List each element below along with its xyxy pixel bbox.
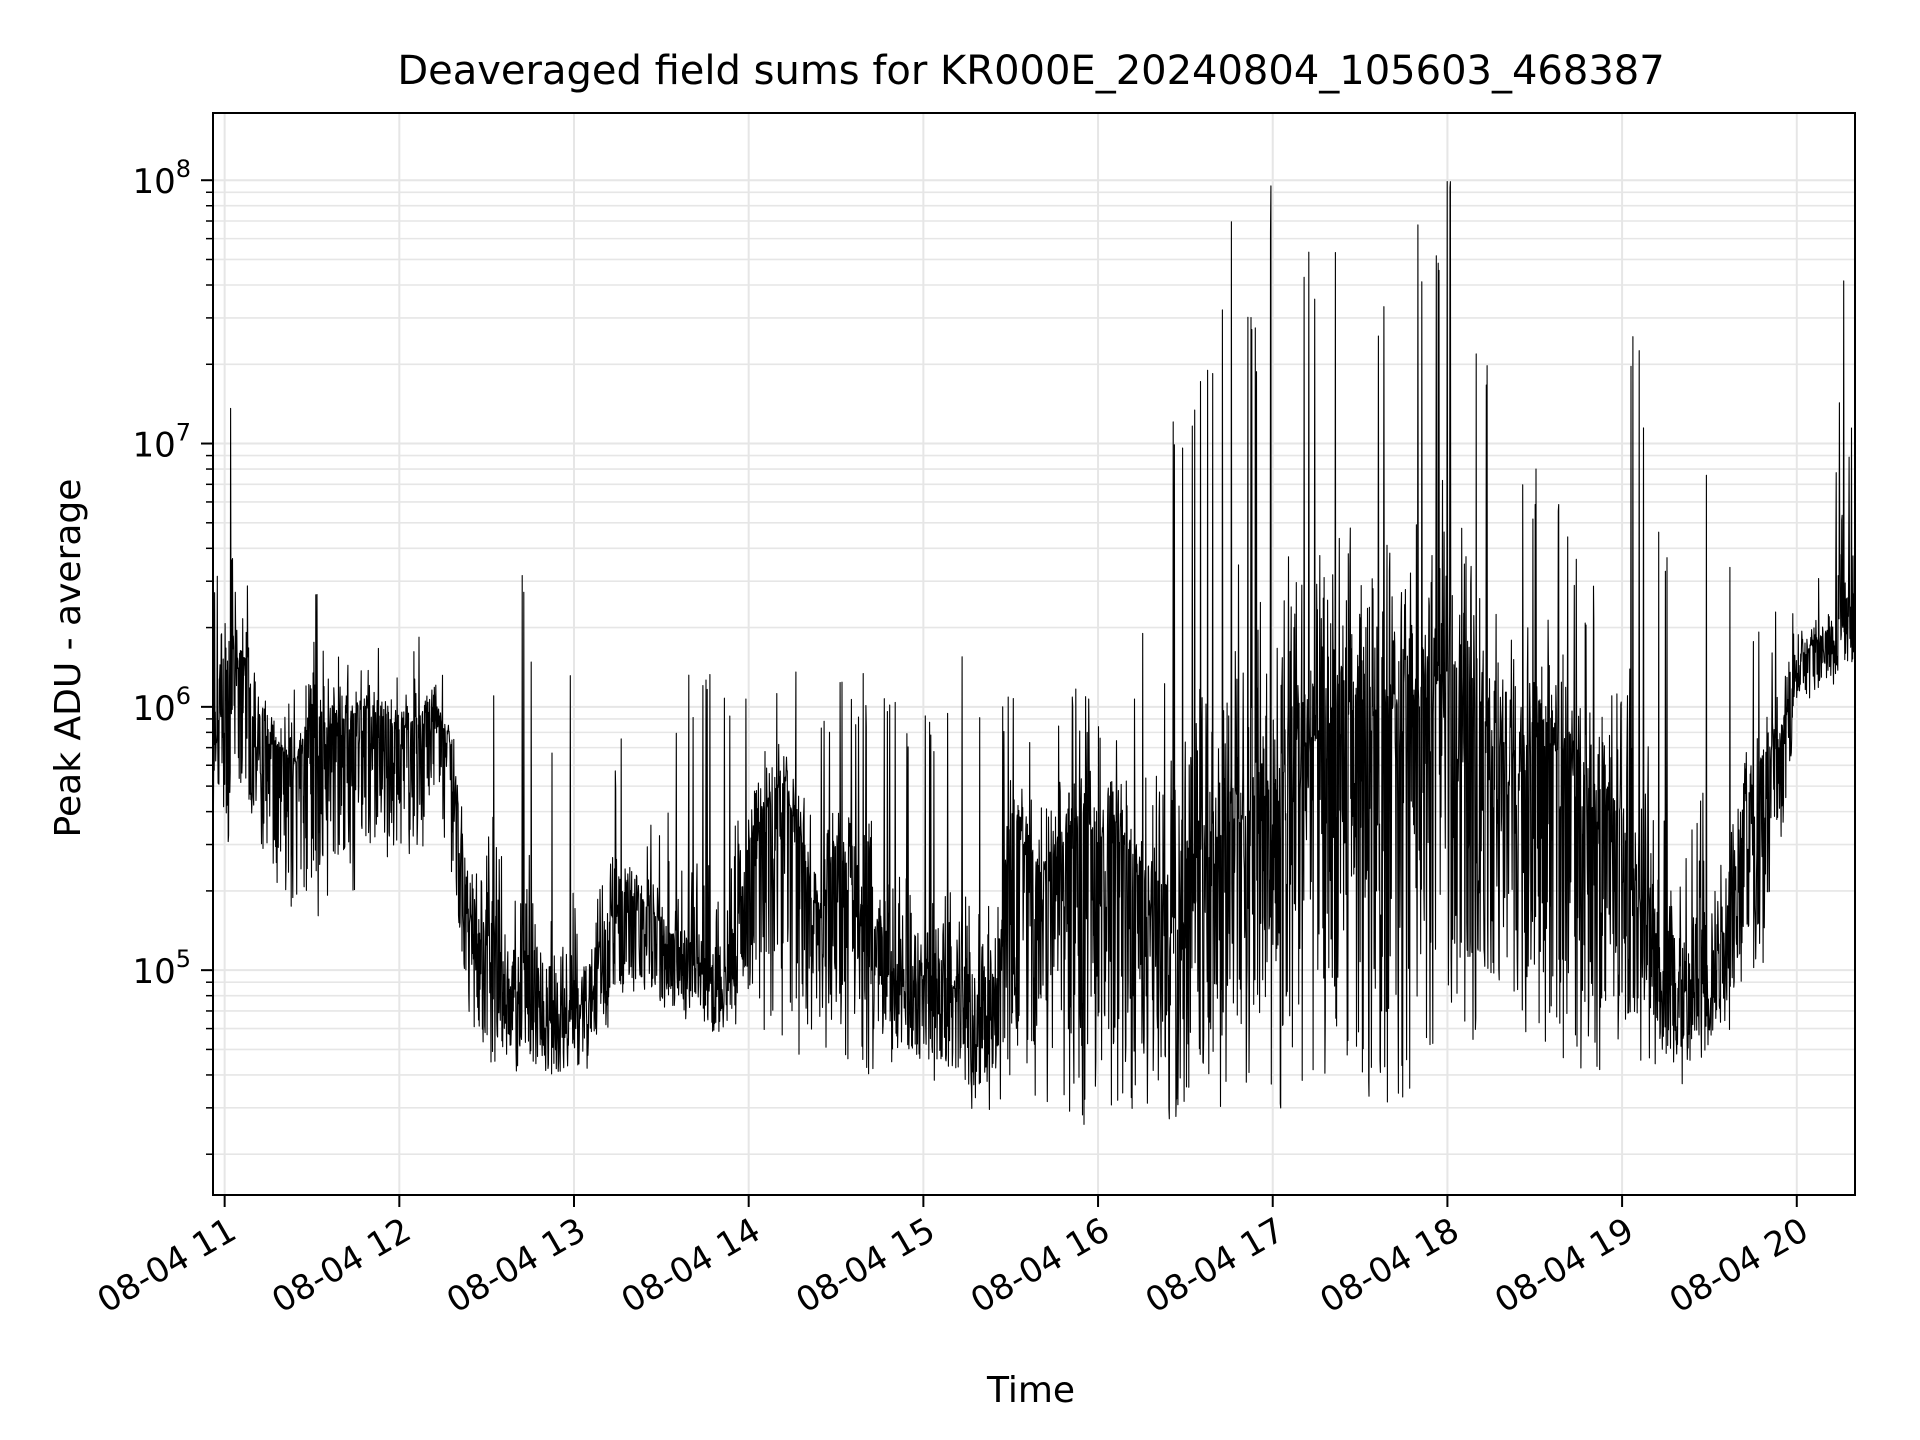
x-tick-label: 08-04 16 xyxy=(964,1210,1116,1321)
x-tick-label: 08-04 15 xyxy=(789,1210,941,1321)
data-line-group xyxy=(212,181,1856,1125)
x-tick-label: 08-04 14 xyxy=(615,1210,767,1321)
x-tick-label: 08-04 19 xyxy=(1488,1210,1640,1321)
y-tick-label: 107 xyxy=(132,419,191,466)
x-tick-label: 08-04 12 xyxy=(265,1210,417,1321)
y-axis-ticks: 105 106 107 108 xyxy=(132,155,213,1155)
x-tick-label: 08-04 11 xyxy=(91,1210,243,1321)
axes-frame xyxy=(212,112,1856,1196)
data-line xyxy=(212,181,1856,1125)
y-axis-label: Peak ADU - average xyxy=(48,479,89,838)
x-tick-label: 08-04 18 xyxy=(1314,1210,1466,1321)
y-tick-label: 108 xyxy=(132,155,191,202)
x-tick-label: 08-04 20 xyxy=(1663,1210,1815,1321)
y-tick-label: 105 xyxy=(132,945,191,992)
x-axis-label: Time xyxy=(986,1370,1075,1411)
chart-title: Deaveraged field sums for KR000E_2024080… xyxy=(397,48,1664,94)
x-axis-ticks: 08-04 11 08-04 12 08-04 13 08-04 14 08-04 15… xyxy=(91,1195,1815,1321)
x-tick-label: 08-04 13 xyxy=(440,1210,592,1321)
x-tick-label: 08-04 17 xyxy=(1139,1210,1291,1321)
y-tick-label: 106 xyxy=(132,682,191,729)
